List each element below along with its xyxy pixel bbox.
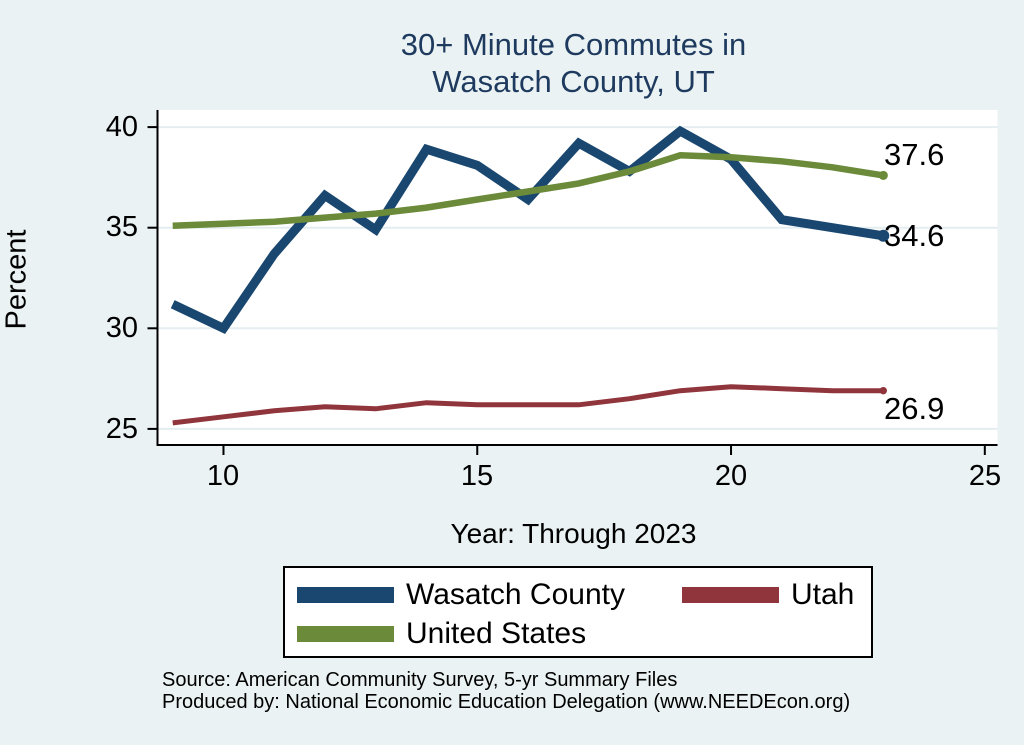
legend-swatch-utah bbox=[682, 587, 779, 603]
series-end-marker-utah bbox=[879, 386, 888, 395]
x-tick-label-15: 15 bbox=[460, 460, 494, 492]
end-value-label-wasatch-county: 34.6 bbox=[884, 218, 945, 253]
y-axis-title: Percent bbox=[0, 229, 33, 330]
end-value-label-utah: 26.9 bbox=[884, 391, 945, 426]
y-tick-label-35: 35 bbox=[105, 211, 138, 243]
y-tick-label-40: 40 bbox=[105, 111, 138, 143]
produced-by-line: Produced by: National Economic Education… bbox=[162, 690, 851, 713]
end-value-label-united-states: 37.6 bbox=[884, 137, 945, 172]
x-tick-label-20: 20 bbox=[714, 460, 748, 492]
legend-label-united-states: United States bbox=[406, 617, 587, 650]
series-end-marker-united-states bbox=[878, 170, 888, 180]
plot-area bbox=[157, 110, 998, 445]
legend-swatch-united-states bbox=[297, 626, 394, 642]
chart-title-line-1: 30+ Minute Commutes in bbox=[400, 27, 747, 62]
legend-swatch-wasatch-county bbox=[297, 587, 394, 603]
x-tick-label-25: 25 bbox=[968, 460, 1002, 492]
series-line-united-states bbox=[172, 152, 884, 229]
y-tick-label-30: 30 bbox=[105, 312, 138, 344]
legend: Wasatch County Utah United States bbox=[283, 566, 873, 658]
source-line: Source: American Community Survey, 5-yr … bbox=[162, 669, 678, 691]
series-end-marker-wasatch-county bbox=[877, 229, 890, 242]
x-axis-title: Year: Through 2023 bbox=[450, 518, 697, 549]
series-line-wasatch-county bbox=[170, 125, 885, 335]
x-tick-label-10: 10 bbox=[206, 460, 240, 492]
series-line-utah bbox=[172, 384, 884, 426]
chart-title: 30+ Minute Commutes in Wasatch County, U… bbox=[157, 26, 990, 100]
legend-label-wasatch-county: Wasatch County bbox=[406, 578, 625, 611]
legend-label-utah: Utah bbox=[791, 578, 855, 611]
source-note: Source: American Community Survey, 5-yr … bbox=[162, 669, 851, 713]
y-tick-label-25: 25 bbox=[105, 413, 138, 445]
chart-title-line-2: Wasatch County, UT bbox=[432, 64, 715, 99]
